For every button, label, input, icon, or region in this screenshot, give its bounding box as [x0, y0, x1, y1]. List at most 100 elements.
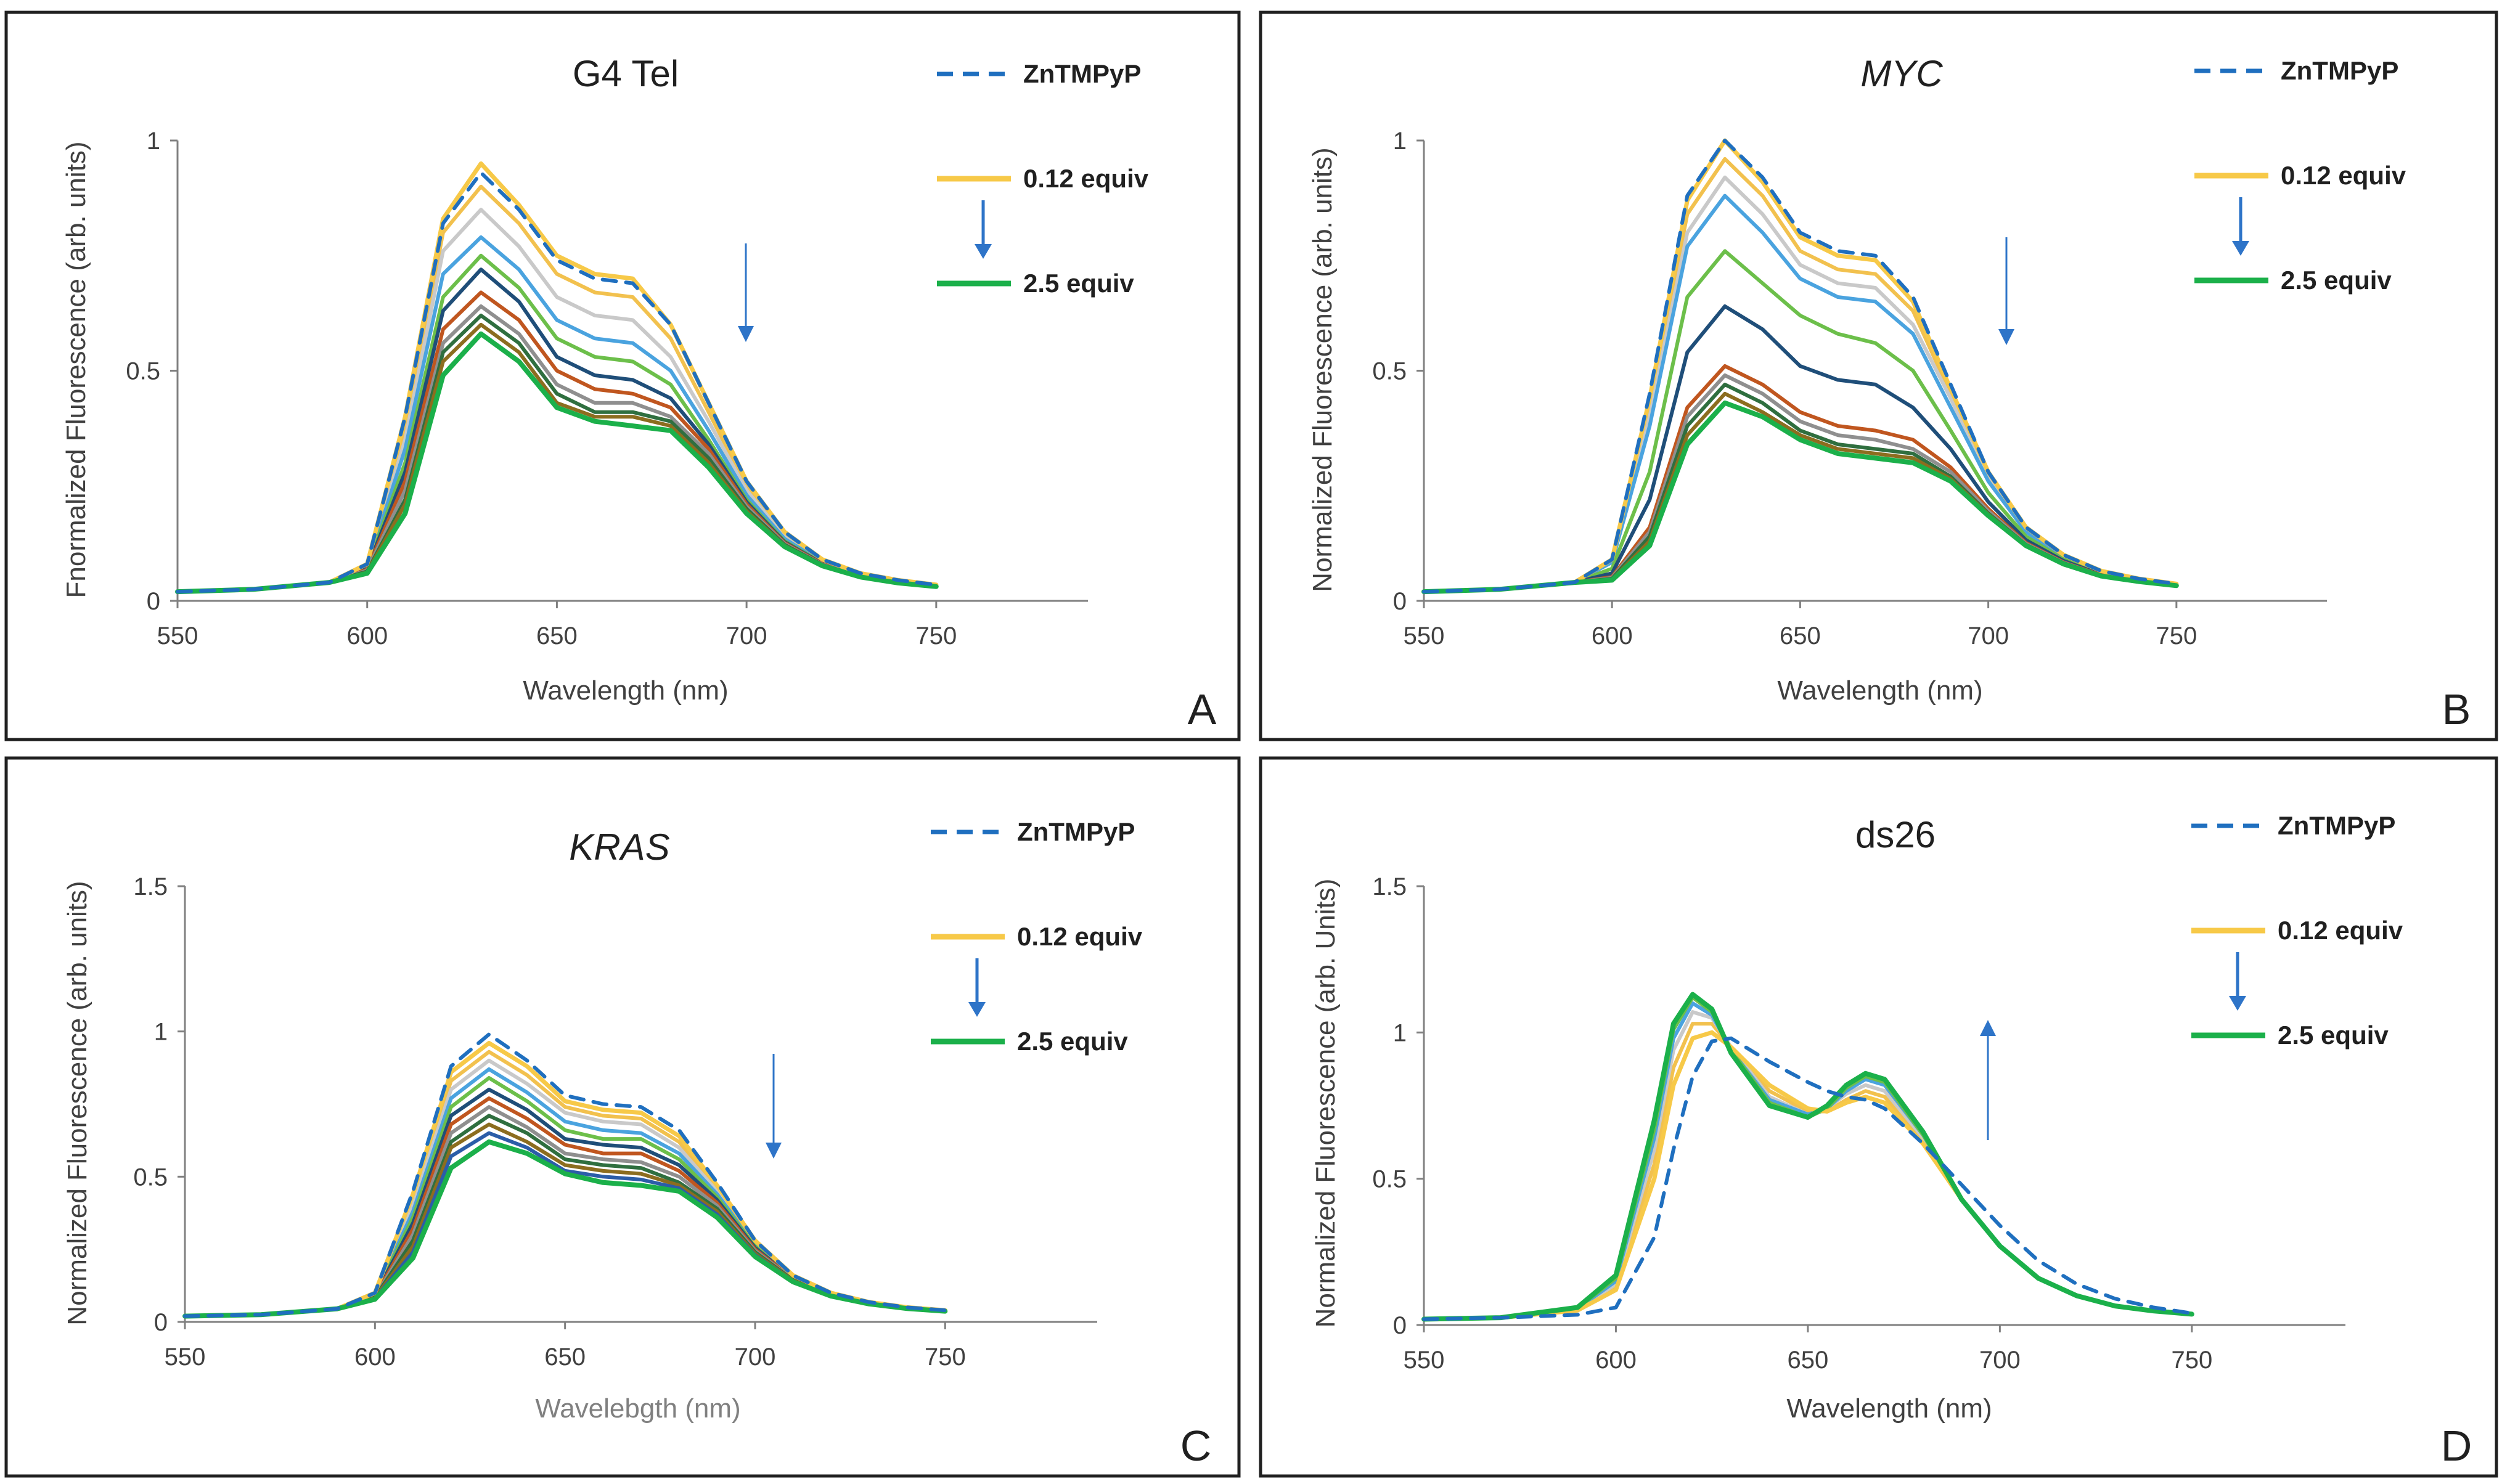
- legend-label: 2.5 equiv: [2278, 1021, 2389, 1050]
- series-line: [176, 253, 938, 594]
- legend-label: 2.5 equiv: [1017, 1027, 1128, 1056]
- series-line: [183, 1050, 947, 1318]
- x-tick-label: 650: [1780, 622, 1821, 650]
- series-line: [1421, 992, 2194, 1322]
- series-line: [182, 1139, 948, 1319]
- trend-arrow-head: [738, 326, 754, 342]
- y-tick-label: 0.5: [1372, 1166, 1407, 1193]
- legend-label: 0.12 equiv: [2281, 161, 2406, 190]
- legend-arrow-head: [2229, 996, 2246, 1011]
- x-tick-label: 700: [1979, 1347, 2021, 1374]
- panel-frame: [4, 756, 1241, 1478]
- legend-label: 0.12 equiv: [2278, 916, 2403, 945]
- series-line: [176, 304, 938, 594]
- panel-frame: [1259, 756, 2498, 1478]
- y-tick-label: 0.5: [126, 358, 160, 385]
- x-axis-label: Wavelebgth (nm): [535, 1393, 740, 1424]
- legend-arrow-head: [975, 244, 992, 259]
- series-line: [1422, 1010, 2194, 1321]
- y-tick-label: 0: [1393, 588, 1407, 615]
- y-tick-label: 0: [1393, 1312, 1407, 1339]
- y-axis-label: Normalized Fluorescence (arb. units): [1307, 147, 1338, 592]
- y-tick-label: 1: [154, 1019, 168, 1046]
- panel-b: 550 600 650 700 750 0 0.5 1 Wavelength (nm) Norma…: [1259, 10, 2498, 741]
- series-line: [176, 171, 938, 594]
- series-line: [1422, 995, 2194, 1321]
- panel-letter: B: [2442, 685, 2471, 733]
- y-tick-label: 1: [147, 128, 160, 155]
- x-axis-label: Wavelength (nm): [523, 675, 728, 706]
- y-tick-label: 0: [147, 588, 160, 615]
- series-line: [1422, 1022, 2194, 1321]
- y-tick-label: 0.5: [133, 1164, 168, 1191]
- chart-title: ds26: [1855, 814, 1936, 855]
- panel-letter: D: [2441, 1422, 2472, 1470]
- series-line: [1422, 194, 2178, 594]
- x-tick-label: 550: [1404, 622, 1445, 650]
- x-tick-label: 600: [354, 1343, 396, 1371]
- panel-a: 550 600 650 700 750 0 0.5 1 Wavelength (nm) Fnorm…: [4, 10, 1241, 741]
- y-tick-label: 1: [1393, 128, 1407, 155]
- x-tick-label: 600: [1592, 622, 1633, 650]
- x-axis-label: Wavelength (nm): [1786, 1393, 1992, 1424]
- series-line: [1422, 304, 2178, 594]
- y-tick-label: 1: [1393, 1019, 1407, 1046]
- x-axis-label: Wavelength (nm): [1777, 675, 1982, 706]
- series-line: [1422, 1036, 2194, 1321]
- x-tick-label: 550: [157, 622, 198, 650]
- x-tick-label: 600: [346, 622, 388, 650]
- panel-letter: A: [1188, 685, 1217, 733]
- series-line: [176, 184, 938, 594]
- panel-frame: [4, 10, 1241, 741]
- x-tick-label: 750: [2156, 622, 2197, 650]
- x-tick-label: 700: [726, 622, 767, 650]
- x-tick-label: 750: [2171, 1347, 2212, 1374]
- legend-label: 2.5 equiv: [1023, 269, 1134, 298]
- series-line: [175, 331, 939, 595]
- legend-label: ZnTMPyP: [1023, 59, 1141, 88]
- legend-label: ZnTMPyP: [2281, 56, 2398, 85]
- series-line: [1422, 1001, 2194, 1321]
- y-tick-label: 0: [154, 1309, 168, 1336]
- trend-arrow-head: [1980, 1020, 1996, 1036]
- x-tick-label: 700: [1968, 622, 2009, 650]
- trend-arrow-head: [766, 1143, 782, 1159]
- legend-arrow-head: [968, 1002, 986, 1017]
- x-tick-label: 750: [915, 622, 957, 650]
- x-tick-label: 550: [1404, 1347, 1445, 1374]
- series-line: [1421, 1030, 2194, 1321]
- x-tick-label: 600: [1595, 1347, 1637, 1374]
- series-line: [1422, 157, 2178, 594]
- legend-label: 0.12 equiv: [1023, 164, 1149, 193]
- trend-arrow-head: [1998, 329, 2014, 345]
- x-tick-label: 650: [1788, 1347, 1829, 1374]
- legend-label: 2.5 equiv: [2281, 266, 2392, 295]
- chart-title: MYC: [1860, 53, 1943, 94]
- y-tick-label: 1.5: [1372, 873, 1407, 900]
- x-tick-label: 650: [544, 1343, 586, 1371]
- y-axis-label: Normalized Fluorescence (arb. Units): [1310, 879, 1341, 1328]
- series-line: [183, 1087, 947, 1318]
- chart-title: G4 Tel: [573, 53, 679, 94]
- legend-arrow-head: [2232, 241, 2249, 256]
- panel-c: 550 600 650 700 750 0 0.5 1 1.5 Wavelebgth (nm) No…: [4, 756, 1241, 1478]
- series-line: [183, 1032, 947, 1318]
- series-line: [176, 235, 938, 594]
- x-tick-label: 750: [925, 1343, 966, 1371]
- series-line: [175, 161, 939, 594]
- panel-frame: [1259, 10, 2498, 741]
- series-line: [182, 1041, 947, 1319]
- y-tick-label: 0.5: [1372, 358, 1407, 385]
- legend-label: ZnTMPyP: [2278, 811, 2395, 840]
- y-axis-label: Normalized Fluorescence (arb. units): [62, 881, 92, 1325]
- legend-label: ZnTMPyP: [1017, 817, 1135, 846]
- y-axis-label: Fnormalized Fluorescence (arb. units): [61, 142, 91, 598]
- y-tick-label: 1.5: [133, 873, 168, 900]
- x-tick-label: 650: [536, 622, 578, 650]
- x-tick-label: 550: [165, 1343, 206, 1371]
- x-tick-label: 700: [735, 1343, 776, 1371]
- series-line: [176, 322, 938, 594]
- chart-title: KRAS: [569, 826, 669, 868]
